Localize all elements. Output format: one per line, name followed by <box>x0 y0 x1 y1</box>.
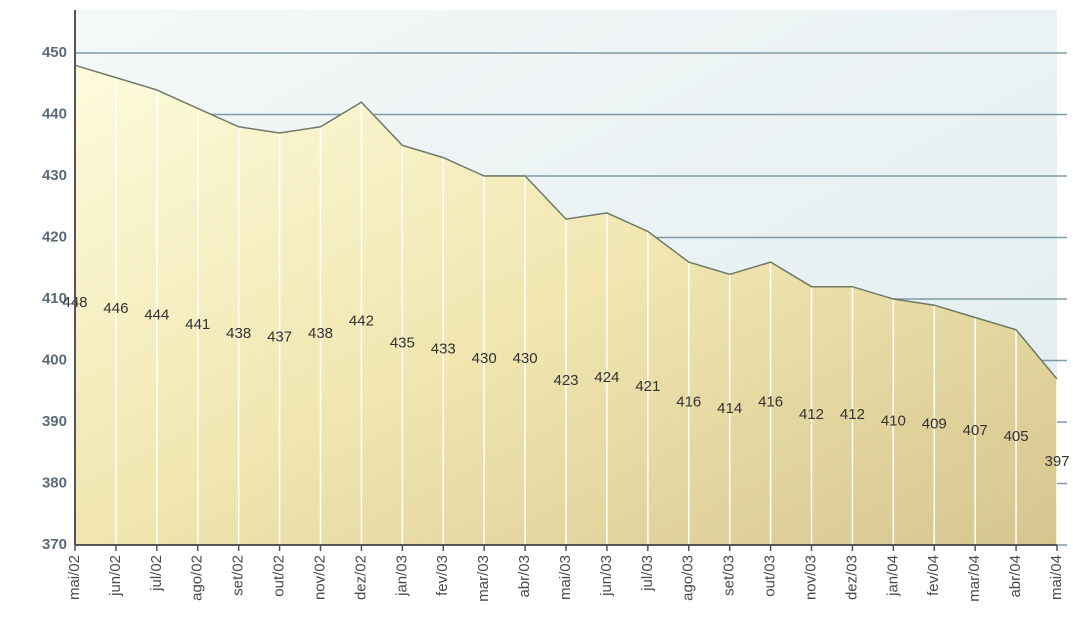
x-tick-label: jun/02 <box>107 555 124 597</box>
data-label: 416 <box>676 394 701 411</box>
y-tick-label: 400 <box>42 351 67 368</box>
x-tick-label: nov/03 <box>802 555 819 600</box>
x-tick-label: set/02 <box>230 555 247 596</box>
x-tick-label: ago/03 <box>680 555 697 601</box>
x-tick-label: fev/04 <box>925 555 942 596</box>
data-label: 438 <box>308 325 333 342</box>
x-tick-label: mai/03 <box>557 555 574 600</box>
y-tick-label: 450 <box>42 44 67 61</box>
x-tick-label: mar/04 <box>966 555 983 602</box>
data-label: 435 <box>390 334 415 351</box>
x-tick-label: dez/02 <box>352 555 369 600</box>
y-tick-label: 410 <box>42 290 67 307</box>
data-label: 412 <box>799 406 824 423</box>
data-label: 407 <box>963 422 988 439</box>
data-label: 438 <box>226 325 251 342</box>
x-tick-label: jan/03 <box>393 555 410 597</box>
y-tick-label: 380 <box>42 474 67 491</box>
data-label: 405 <box>1004 428 1029 445</box>
data-label: 441 <box>185 316 210 333</box>
data-label: 416 <box>758 394 783 411</box>
data-label: 410 <box>881 412 906 429</box>
x-tick-label: set/03 <box>721 555 738 596</box>
data-label: 412 <box>840 406 865 423</box>
data-label: 446 <box>103 300 128 317</box>
x-tick-label: mai/02 <box>66 555 83 600</box>
x-tick-label: mai/04 <box>1048 555 1065 600</box>
x-tick-label: jun/03 <box>598 555 615 597</box>
x-tick-label: jul/02 <box>148 555 165 592</box>
x-tick-label: out/03 <box>762 555 779 597</box>
y-tick-label: 370 <box>42 536 67 553</box>
y-tick-label: 420 <box>42 228 67 245</box>
y-tick-label: 430 <box>42 167 67 184</box>
x-tick-label: abr/03 <box>516 555 533 598</box>
x-tick-label: jan/04 <box>884 555 901 597</box>
data-label: 409 <box>922 416 947 433</box>
x-tick-label: fev/03 <box>434 555 451 596</box>
data-label: 397 <box>1044 453 1069 470</box>
data-label: 424 <box>594 369 619 386</box>
x-tick-label: abr/04 <box>1007 555 1024 598</box>
data-label: 437 <box>267 328 292 345</box>
data-label: 442 <box>349 313 374 330</box>
data-label: 444 <box>144 306 169 323</box>
y-tick-label: 390 <box>42 413 67 430</box>
data-label: 421 <box>635 378 660 395</box>
x-tick-label: out/02 <box>271 555 288 597</box>
x-tick-label: ago/02 <box>189 555 206 601</box>
data-label: 430 <box>472 350 497 367</box>
x-tick-label: nov/02 <box>311 555 328 600</box>
data-label: 423 <box>553 372 578 389</box>
data-label: 414 <box>717 400 742 417</box>
line <box>74 64 1058 380</box>
data-label: 430 <box>513 350 538 367</box>
x-tick-label: jul/03 <box>639 555 656 592</box>
data-label: 433 <box>431 341 456 358</box>
x-tick-label: dez/03 <box>843 555 860 600</box>
y-tick-label: 440 <box>42 106 67 123</box>
x-tick-label: mar/03 <box>475 555 492 602</box>
